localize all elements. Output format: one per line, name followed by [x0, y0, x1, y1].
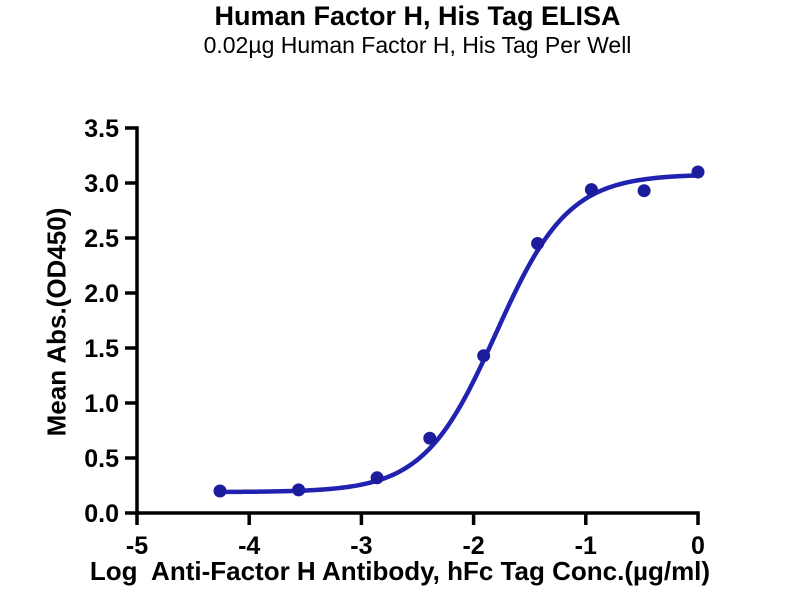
data-point [423, 431, 437, 445]
y-axis-title: Mean Abs.(OD450) [41, 207, 72, 437]
data-point [637, 184, 651, 198]
data-point [213, 484, 227, 498]
x-tick-label: -2 [462, 532, 484, 560]
data-point [292, 483, 306, 497]
x-tick-label: 0 [691, 532, 705, 560]
data-point [370, 471, 384, 485]
y-tick-label: 3.5 [84, 115, 119, 143]
data-point [584, 183, 598, 197]
x-tick-label: -1 [575, 532, 597, 560]
data-point [477, 349, 491, 363]
data-point [531, 237, 545, 250]
chart-subtitle: 0.02µg Human Factor H, His Tag Per Well [203, 32, 632, 58]
y-tick-label: 1.5 [84, 335, 119, 363]
y-tick-label: 2.0 [84, 280, 119, 308]
y-tick-label: 3.0 [84, 170, 119, 198]
y-tick-label: 1.0 [84, 390, 119, 418]
y-tick-label: 2.5 [84, 225, 119, 253]
x-axis-title: Log Anti-Factor H Antibody, hFc Tag Conc… [89, 556, 711, 586]
y-tick-label: 0.5 [84, 445, 119, 473]
y-tick-label: 0.0 [84, 500, 119, 528]
chart-title: Human Factor H, His Tag ELISA [214, 1, 621, 31]
data-point [691, 165, 705, 179]
x-tick-label: -3 [350, 532, 372, 560]
fit-curve [217, 173, 701, 495]
x-tick-label: -5 [126, 532, 148, 560]
x-tick-label: -4 [238, 532, 260, 560]
